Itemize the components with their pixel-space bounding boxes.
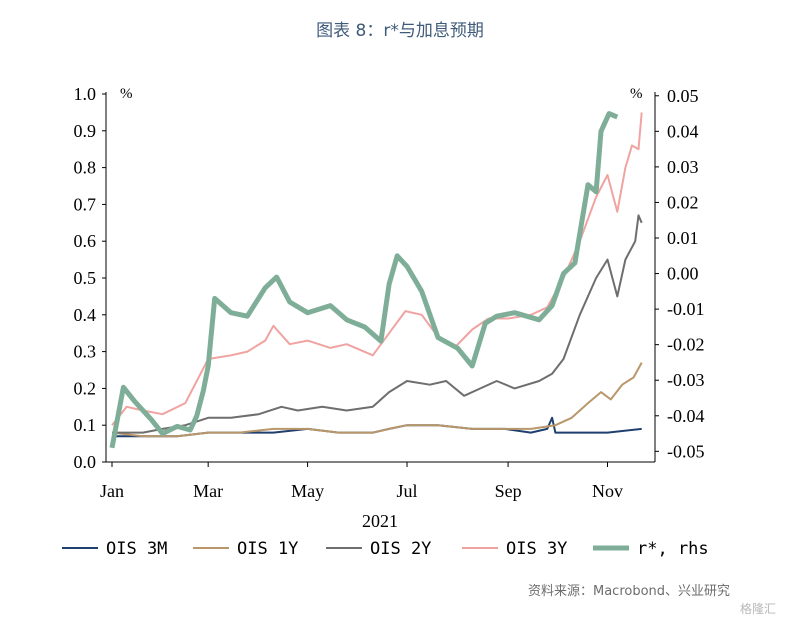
legend: OIS 3M OIS 1Y OIS 2Y OIS 3Y r*, rhs (62, 539, 709, 559)
x-tick-label: May (291, 481, 324, 501)
x-axis-year-label: 2021 (362, 511, 398, 531)
left-tick-label: 0.8 (74, 158, 97, 178)
left-tick-label: 0.0 (74, 452, 97, 472)
source-note: 资料来源：Macrobond、兴业研究 (528, 584, 731, 599)
right-tick-label: 0.04 (667, 121, 699, 141)
left-tick-label: 0.2 (74, 378, 97, 398)
x-tick-label: Mar (193, 481, 223, 501)
x-tick-label: Sep (495, 481, 522, 501)
right-tick-label: 0.00 (667, 264, 699, 284)
left-axis-unit: % (120, 86, 133, 102)
legend-label: OIS 2Y (370, 539, 431, 559)
legend-label: OIS 3Y (506, 539, 567, 559)
left-tick-label: 0.5 (74, 268, 97, 288)
right-tick-label: -0.03 (667, 370, 705, 390)
legend-label: r*, rhs (637, 539, 709, 559)
right-tick-label: 0.05 (667, 86, 699, 106)
x-tick-label: Nov (592, 481, 623, 501)
left-axis-ticks: 1.0 0.9 0.8 0.7 0.6 0.5 0.4 0.3 0.2 0.1 0.0 (74, 84, 106, 472)
figure-title: 图表 8：r*与加息预期 (316, 21, 484, 41)
right-tick-label: -0.02 (667, 335, 705, 355)
left-tick-label: 0.4 (74, 305, 97, 325)
left-axis: 1.0 0.9 0.8 0.7 0.6 0.5 0.4 0.3 0.2 0.1 0.0 % (74, 84, 133, 472)
left-tick-label: 0.3 (74, 342, 97, 362)
series-line-ois-3y (111, 112, 643, 426)
right-tick-label: 0.02 (667, 192, 699, 212)
left-tick-label: 1.0 (74, 84, 97, 104)
right-tick-label: 0.01 (667, 228, 699, 248)
left-tick-label: 0.7 (74, 194, 97, 214)
series-line-ois-2y (112, 214, 643, 434)
series-layer (109, 111, 643, 449)
left-tick-label: 0.6 (74, 231, 97, 251)
series-line-ois-1y (111, 362, 643, 438)
right-tick-label: -0.05 (667, 441, 705, 461)
right-axis-unit: % (630, 86, 643, 102)
x-tick-label: Jan (100, 481, 124, 501)
right-tick-label: -0.04 (667, 406, 705, 426)
left-tick-label: 0.1 (74, 415, 97, 435)
right-axis: 0.05 0.04 0.03 0.02 0.01 0.00 -0.01 -0.02 -0.03 -… (630, 86, 705, 462)
series-line-r-star (109, 111, 619, 449)
watermark: 格隆汇 (740, 602, 777, 616)
legend-label: OIS 3M (106, 539, 167, 559)
right-axis-ticks: 0.05 0.04 0.03 0.02 0.01 0.00 -0.01 -0.02 -0.03 -… (655, 86, 705, 461)
right-tick-label: 0.03 (667, 157, 699, 177)
x-axis: Jan Mar May Jul Sep Nov 2021 (100, 461, 655, 531)
right-tick-label: -0.01 (667, 299, 705, 319)
legend-label: OIS 1Y (237, 539, 298, 559)
x-axis-ticks: Jan Mar May Jul Sep Nov (100, 462, 623, 501)
left-tick-label: 0.9 (74, 121, 97, 141)
x-tick-label: Jul (397, 481, 418, 501)
